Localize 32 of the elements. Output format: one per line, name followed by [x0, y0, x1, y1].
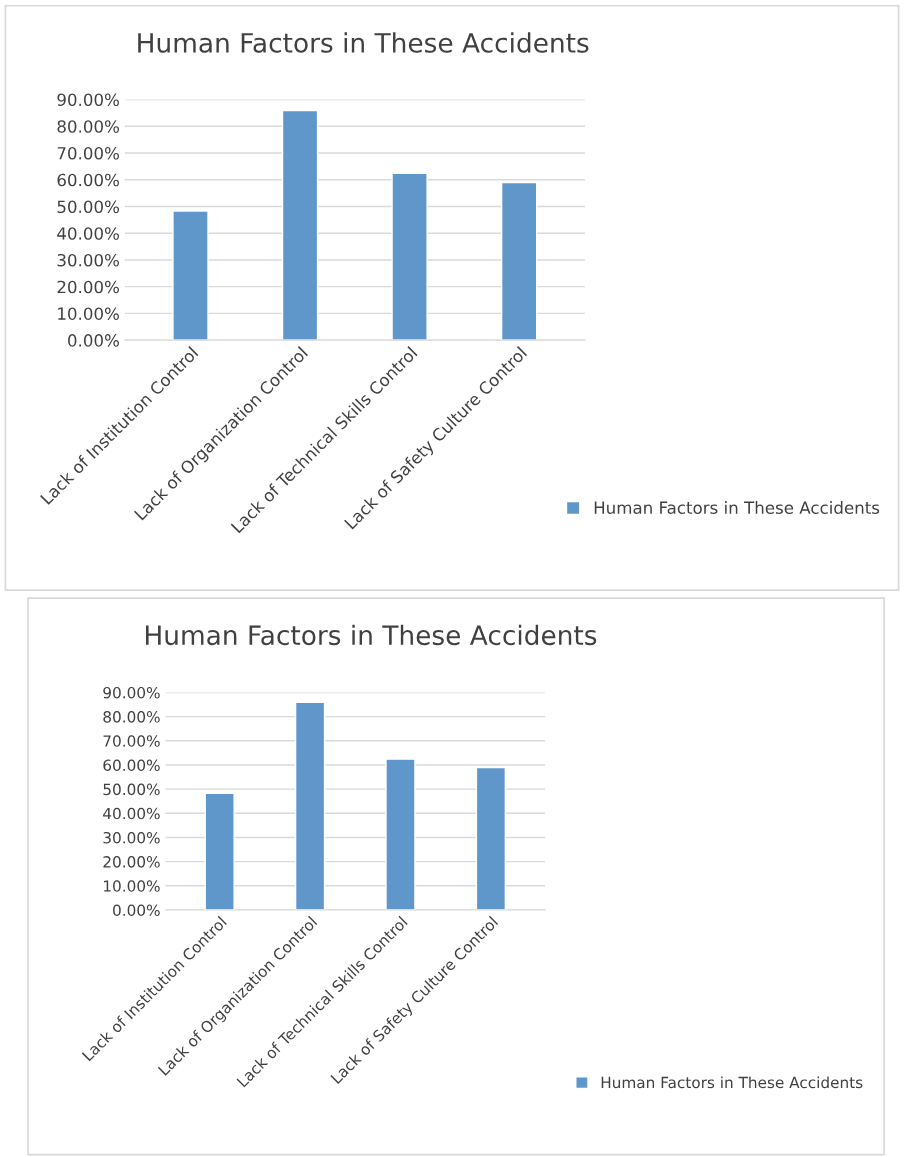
y-tick-label: 20.00% — [103, 856, 160, 868]
bar — [172, 210, 209, 341]
y-tick-label: 90.00% — [57, 93, 119, 107]
y-tick-label: 0.00% — [113, 904, 160, 916]
legend-label: Human Factors in These Accidents — [594, 501, 880, 514]
y-tick-label: 0.00% — [68, 334, 119, 347]
bar — [204, 792, 235, 910]
y-tick-label: 80.00% — [57, 120, 119, 133]
y-tick-label: 10.00% — [58, 307, 119, 320]
chart-title: Human Factors in These Accidents — [138, 32, 589, 53]
bar — [385, 758, 416, 910]
y-tick-label: 80.00% — [103, 711, 160, 723]
y-tick-label: 50.00% — [57, 200, 119, 214]
y-tick-label: 70.00% — [57, 146, 119, 160]
bar — [281, 109, 319, 341]
legend-label: Human Factors in These Accidents — [601, 1076, 863, 1089]
y-tick-label: 20.00% — [57, 280, 119, 294]
chart-title: Human Factors in These Accidents — [145, 624, 597, 646]
y-tick-label: 10.00% — [104, 880, 160, 892]
bar — [391, 172, 428, 341]
y-tick-label: 40.00% — [57, 227, 119, 240]
y-tick-label: 50.00% — [103, 783, 160, 796]
y-tick-label: 60.00% — [57, 173, 119, 187]
y-tick-label: 30.00% — [103, 831, 160, 844]
y-tick-label: 40.00% — [103, 807, 160, 820]
y-tick-label: 90.00% — [103, 686, 160, 699]
y-tick-label: 70.00% — [103, 735, 160, 747]
bar — [294, 701, 326, 910]
bar — [475, 766, 507, 910]
y-tick-label: 60.00% — [103, 759, 160, 771]
y-tick-label: 30.00% — [57, 253, 119, 267]
bar — [500, 181, 538, 341]
